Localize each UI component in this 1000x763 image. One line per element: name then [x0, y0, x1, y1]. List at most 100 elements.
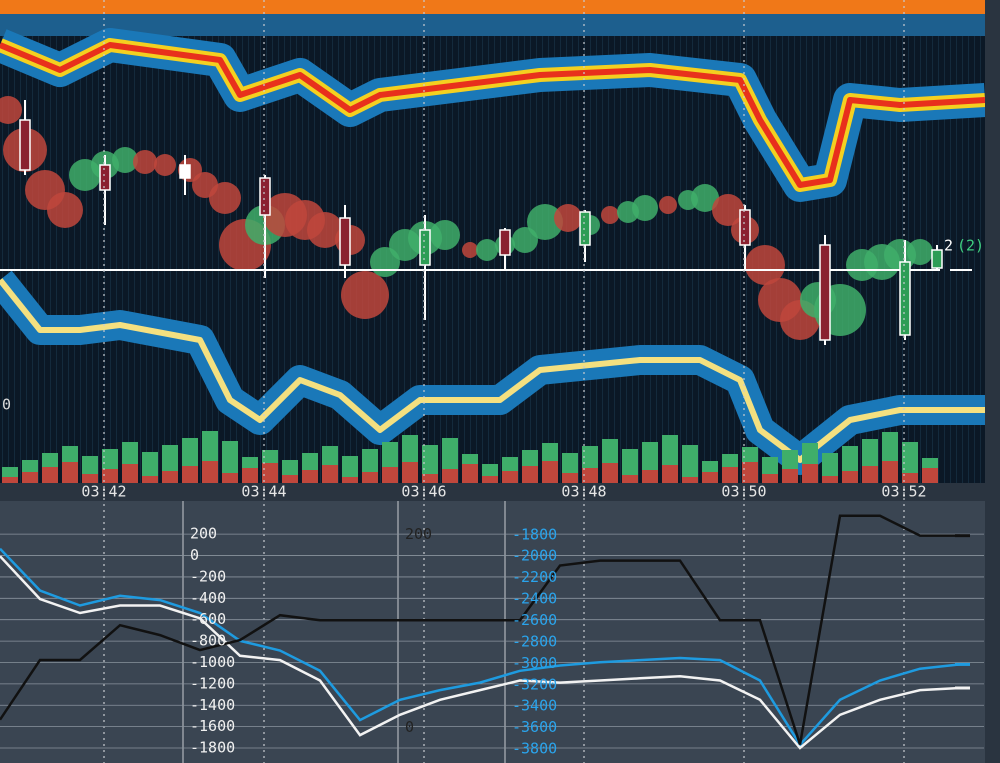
- candle-body: [419, 229, 431, 266]
- y3-tick-label: 0: [405, 718, 414, 736]
- volume-bar: [382, 467, 398, 483]
- annotation: 0: [2, 396, 11, 414]
- y2-tick-label: -2000: [512, 547, 557, 565]
- candle-body: [931, 249, 943, 269]
- volume-bar: [482, 476, 498, 483]
- bubble: [659, 196, 677, 214]
- candle-body: [819, 244, 831, 341]
- volume-bar: [662, 465, 678, 483]
- y2-tick-label: -3400: [512, 697, 557, 715]
- volume-bar: [242, 468, 258, 483]
- candle-body: [179, 164, 191, 179]
- volume-bar: [362, 472, 378, 483]
- volume-bar: [362, 449, 378, 472]
- volume-bar: [42, 467, 58, 483]
- volume-bar: [682, 445, 698, 477]
- bubble: [476, 239, 498, 261]
- bubble: [527, 204, 563, 240]
- volume-bar: [82, 456, 98, 474]
- volume-bar: [502, 471, 518, 483]
- volume-bar: [402, 462, 418, 483]
- volume-bar: [222, 473, 238, 483]
- right-strip: [985, 0, 1000, 763]
- bubble: [462, 242, 478, 258]
- volume-bar: [462, 454, 478, 464]
- volume-bar: [822, 453, 838, 476]
- bubble: [712, 194, 744, 226]
- bubbles: [0, 96, 933, 340]
- x-tick-label: 03:52: [881, 483, 926, 501]
- candle-body: [19, 119, 31, 171]
- x-tick-label: 03:44: [241, 483, 286, 501]
- volume-bar: [282, 460, 298, 475]
- volume-bar: [222, 441, 238, 473]
- heat-top: [0, 0, 985, 14]
- volume-bar: [902, 473, 918, 483]
- volume-bar: [742, 462, 758, 483]
- y2-tick-label: -3600: [512, 718, 557, 736]
- volume-bar: [602, 439, 618, 463]
- volume: [2, 431, 938, 483]
- annotation: 2: [944, 237, 953, 255]
- volume-bar: [762, 457, 778, 474]
- bubble: [554, 204, 582, 232]
- volume-bar: [862, 439, 878, 466]
- volume-bar: [482, 464, 498, 476]
- annotation: (2): [957, 237, 984, 255]
- volume-bar: [302, 453, 318, 470]
- volume-bar: [462, 464, 478, 483]
- candles: [19, 100, 943, 345]
- volume-bar: [142, 476, 158, 483]
- volume-bar: [562, 453, 578, 473]
- volume-bar: [642, 442, 658, 470]
- volume-bar: [702, 461, 718, 472]
- volume-bar: [2, 477, 18, 483]
- x-tick-label: 03:48: [561, 483, 606, 501]
- volume-bar: [802, 443, 818, 464]
- volume-bar: [922, 458, 938, 468]
- y-tick-label: -1600: [190, 717, 235, 735]
- volume-bar: [702, 472, 718, 483]
- volume-bar: [922, 468, 938, 483]
- candle-body: [99, 164, 111, 191]
- volume-bar: [602, 463, 618, 483]
- volume-bar: [262, 450, 278, 463]
- volume-bar: [302, 470, 318, 483]
- volume-bar: [682, 477, 698, 483]
- volume-bar: [742, 447, 758, 462]
- y-tick-label: -400: [190, 589, 226, 607]
- candle-body: [739, 209, 751, 246]
- volume-bar: [102, 449, 118, 469]
- y2-tick-label: -3800: [512, 740, 557, 758]
- volume-bar: [202, 461, 218, 483]
- y-tick-label: -1000: [190, 653, 235, 671]
- bubble: [0, 96, 22, 124]
- volume-bar: [622, 449, 638, 475]
- candle-body: [579, 211, 591, 246]
- volume-bar: [782, 469, 798, 483]
- volume-bar: [182, 438, 198, 466]
- x-tick-label: 03:46: [401, 483, 446, 501]
- volume-bar: [442, 469, 458, 483]
- time-axis: [0, 483, 985, 501]
- volume-bar: [522, 466, 538, 483]
- lines: [0, 514, 970, 750]
- y-tick-label: 200: [190, 525, 217, 543]
- candle-body: [259, 177, 271, 216]
- volume-bar: [762, 474, 778, 483]
- series-line: [0, 555, 961, 750]
- volume-bar: [242, 457, 258, 468]
- volume-bar: [182, 466, 198, 483]
- bubble: [154, 154, 176, 176]
- y2-tick-label: -2400: [512, 590, 557, 608]
- y2-tick-label: -3000: [512, 654, 557, 672]
- bubble: [307, 212, 343, 248]
- y-tick-label: -1200: [190, 674, 235, 692]
- bubble: [601, 206, 619, 224]
- bubble: [47, 192, 83, 228]
- volume-bar: [62, 446, 78, 462]
- volume-bar: [122, 464, 138, 483]
- volume-bar: [382, 442, 398, 467]
- volume-bar: [802, 464, 818, 483]
- volume-bar: [842, 446, 858, 471]
